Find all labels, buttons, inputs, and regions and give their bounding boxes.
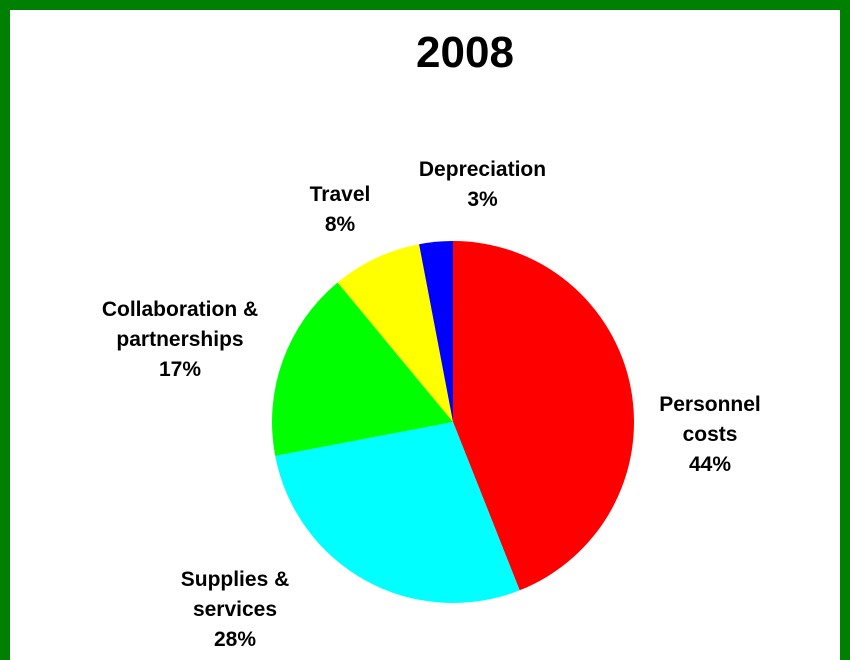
pie-slice — [275, 422, 520, 604]
category-label: Collaboration & partnerships — [101, 298, 259, 351]
category-label: Supplies & services — [180, 568, 290, 621]
pie-slice — [337, 244, 453, 422]
value-label: 44% — [688, 453, 732, 476]
category-label: Personnel costs — [659, 393, 761, 446]
slice-label: Depreciation 3% — [395, 155, 570, 215]
chart-title: 2008 — [416, 28, 514, 77]
value-label: 3% — [467, 188, 498, 211]
slice-label: Personnel costs 44% — [640, 390, 780, 480]
value-label: 17% — [158, 358, 202, 381]
slice-label: Travel 8% — [285, 180, 395, 240]
category-label: Travel — [309, 183, 371, 206]
pie-slice — [419, 241, 453, 422]
pie-slice — [271, 282, 453, 456]
value-label: 8% — [324, 213, 356, 236]
slice-label: Supplies & services 28% — [160, 565, 310, 655]
category-label: Depreciation — [418, 158, 547, 181]
pie-slice — [453, 241, 635, 591]
value-label: 28% — [213, 628, 257, 651]
slice-label: Collaboration & partnerships 17% — [100, 295, 260, 385]
